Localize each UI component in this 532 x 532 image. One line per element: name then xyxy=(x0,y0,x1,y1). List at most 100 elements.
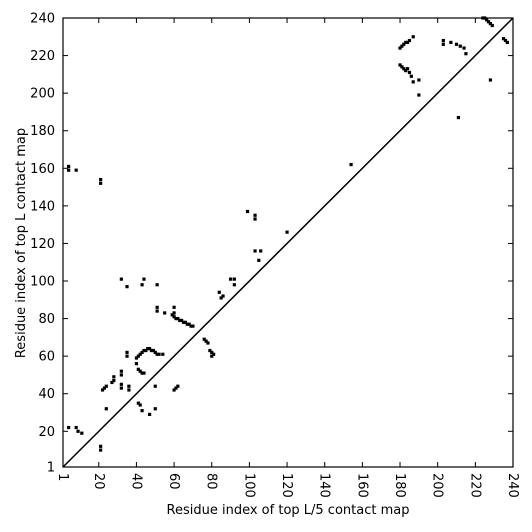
contact-point xyxy=(206,341,210,345)
contact-point xyxy=(232,283,236,287)
contact-point xyxy=(142,277,146,281)
contact-point xyxy=(400,65,404,69)
contact-point xyxy=(212,352,216,356)
y-axis-label: Residue index of top L contact map xyxy=(14,128,29,358)
contact-point xyxy=(99,448,103,452)
contact-point xyxy=(219,296,223,300)
contact-point xyxy=(174,316,178,321)
contact-point xyxy=(80,431,84,435)
contact-point xyxy=(134,356,139,360)
contact-point xyxy=(405,67,410,71)
contact-point xyxy=(232,277,236,281)
contact-point xyxy=(176,316,180,321)
contact-point xyxy=(102,386,107,390)
contact-point xyxy=(481,16,485,20)
contact-point xyxy=(155,305,159,309)
contact-point xyxy=(125,285,129,289)
contact-point xyxy=(125,354,129,358)
contact-point xyxy=(441,38,445,43)
contact-point xyxy=(191,324,195,328)
contact-point xyxy=(148,347,152,351)
contact-point xyxy=(454,42,459,46)
contact-point xyxy=(172,388,176,392)
contact-point xyxy=(153,384,157,388)
x-tick-label: 160 xyxy=(354,473,369,498)
contact-point xyxy=(490,23,494,28)
contact-point xyxy=(411,35,415,39)
contact-point xyxy=(180,318,184,323)
contact-point xyxy=(67,168,71,172)
contact-point xyxy=(112,375,116,379)
contact-point xyxy=(458,44,462,48)
contact-point xyxy=(183,320,187,324)
contact-point xyxy=(155,309,159,313)
contact-point xyxy=(245,209,250,214)
contact-point xyxy=(411,80,415,84)
contact-point xyxy=(185,322,189,326)
contact-point xyxy=(153,350,157,355)
x-tick-label: 20 xyxy=(91,473,106,490)
x-tick-label: 140 xyxy=(317,473,332,498)
contact-point xyxy=(462,46,466,50)
contact-point xyxy=(125,350,129,355)
contact-point xyxy=(119,373,123,377)
x-tick-label: 80 xyxy=(204,473,219,490)
contact-point xyxy=(170,313,174,317)
contact-point xyxy=(253,213,257,217)
x-tick-label: 240 xyxy=(505,473,520,498)
x-tick-label: 60 xyxy=(166,473,181,490)
contact-point xyxy=(134,362,139,366)
contact-point xyxy=(112,378,116,383)
contact-point xyxy=(464,52,468,56)
contact-point xyxy=(405,40,410,45)
y-tick-label: 220 xyxy=(30,49,55,64)
contact-point xyxy=(172,311,176,315)
contact-point xyxy=(488,78,493,82)
contact-point xyxy=(138,403,142,407)
contact-point xyxy=(253,249,257,253)
contact-point xyxy=(407,70,412,75)
y-tick-label: 80 xyxy=(38,312,55,327)
y-tick-label: 1 xyxy=(47,461,55,476)
contact-point xyxy=(140,283,144,287)
y-tick-label: 160 xyxy=(30,162,55,177)
contact-point xyxy=(155,283,159,287)
y-tick-label: 40 xyxy=(38,387,55,402)
contact-point xyxy=(127,384,131,388)
contact-point xyxy=(402,42,406,46)
contact-point xyxy=(417,78,421,82)
contact-point xyxy=(174,386,178,390)
contact-point xyxy=(99,181,103,185)
contact-point xyxy=(119,277,123,281)
y-tick-label: 240 xyxy=(30,12,55,27)
x-tick-label: 120 xyxy=(279,473,294,498)
x-tick-label: 220 xyxy=(467,473,482,498)
contact-point xyxy=(136,401,140,405)
x-tick-label: 1 xyxy=(55,473,70,481)
y-tick-label: 120 xyxy=(30,237,55,252)
contact-point xyxy=(110,380,114,385)
contact-point xyxy=(138,352,142,356)
contact-point xyxy=(136,367,140,371)
x-tick-label: 100 xyxy=(241,473,256,498)
contact-point xyxy=(146,347,150,351)
contact-point xyxy=(76,429,80,433)
y-tick-label: 100 xyxy=(30,275,55,290)
contact-point xyxy=(99,177,103,182)
contact-point xyxy=(456,115,460,120)
contact-point xyxy=(204,339,208,343)
contact-point xyxy=(210,350,214,355)
contact-point xyxy=(176,384,180,388)
contact-point xyxy=(172,315,176,319)
contact-point xyxy=(407,38,412,43)
contact-point xyxy=(485,18,489,22)
contact-point xyxy=(119,382,123,386)
x-axis-label: Residue index of top L/5 contact map xyxy=(167,503,410,518)
contact-point xyxy=(153,407,157,411)
contact-point xyxy=(144,348,148,353)
x-tick-label: 200 xyxy=(430,473,445,498)
contact-point xyxy=(349,162,353,167)
contact-point xyxy=(259,249,263,253)
